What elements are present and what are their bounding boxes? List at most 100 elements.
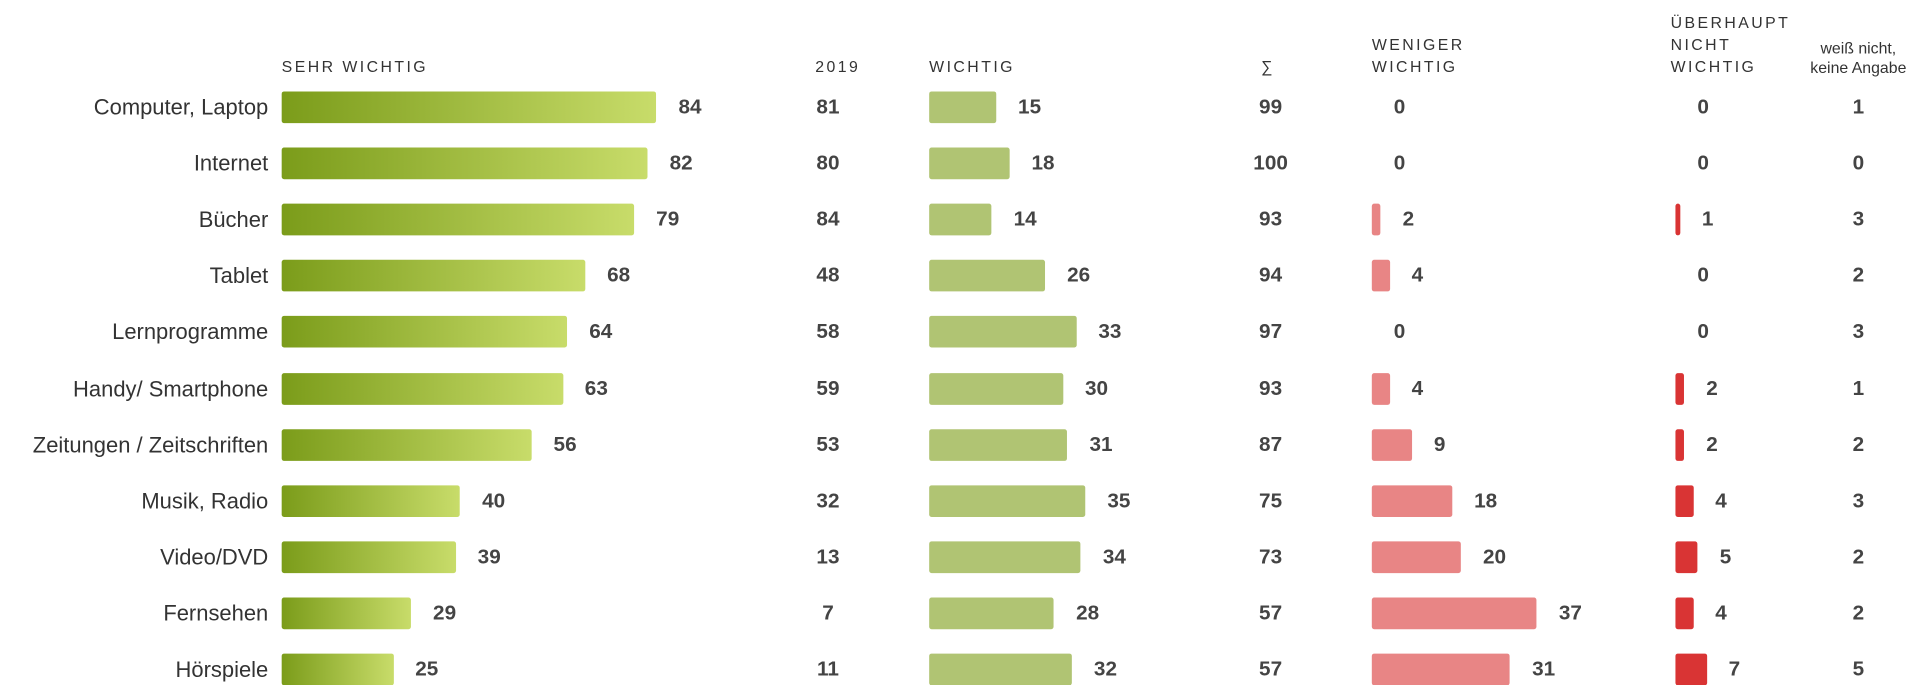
category-label: Zeitungen / Zeitschriften	[32, 432, 269, 457]
category-label: Handy/ Smartphone	[73, 376, 269, 401]
bar	[929, 260, 1046, 292]
column-header: WENIGER WICHTIG	[1371, 35, 1465, 76]
value-label: 93	[1259, 376, 1283, 400]
value-label: 0	[1393, 151, 1406, 175]
bar	[929, 597, 1055, 630]
value-label: 3	[1852, 319, 1865, 344]
bar	[929, 372, 1064, 405]
bar	[281, 316, 568, 349]
value-label: 1	[1852, 376, 1865, 400]
bar	[281, 597, 412, 630]
value-label: 63	[584, 376, 608, 400]
value-label: 2	[1852, 544, 1865, 568]
column-header: SEHR WICHTIG	[281, 57, 429, 76]
value-label: 0	[1697, 319, 1709, 344]
column-header: ∑	[1261, 57, 1276, 76]
category-label: Internet	[193, 151, 269, 176]
value-label: 3	[1852, 488, 1865, 512]
value-label: 100	[1253, 151, 1288, 175]
value-label: 84	[816, 207, 840, 231]
bar	[281, 260, 586, 292]
value-label: 32	[816, 488, 840, 512]
column-header: WICHTIG	[929, 57, 1015, 76]
value-label: 80	[816, 151, 840, 175]
value-label: 32	[1093, 657, 1117, 681]
value-label: 4	[1411, 376, 1424, 400]
value-label: 64	[589, 319, 613, 344]
value-label: 26	[1067, 263, 1091, 287]
bar	[1371, 484, 1453, 517]
bar	[281, 541, 456, 573]
category-label: Musik, Radio	[141, 488, 269, 513]
value-label: 18	[1031, 151, 1055, 175]
bar	[1675, 372, 1685, 405]
value-label: 99	[1259, 95, 1283, 119]
value-label: 11	[816, 657, 839, 681]
value-label: 29	[433, 601, 457, 625]
value-label: 53	[816, 432, 840, 456]
value-label: 59	[816, 376, 840, 400]
value-label: 57	[1259, 657, 1283, 681]
value-label: 1	[1852, 95, 1865, 119]
value-label: 97	[1259, 319, 1283, 344]
bar	[929, 91, 997, 124]
value-label: 68	[607, 263, 631, 287]
value-label: 0	[1697, 95, 1709, 119]
bar	[1371, 541, 1462, 573]
category-label: Fernsehen	[163, 601, 269, 626]
value-label: 5	[1719, 544, 1732, 568]
value-label: 3	[1852, 207, 1865, 231]
bar	[1675, 597, 1694, 630]
value-label: 2	[1852, 432, 1865, 456]
value-label: 30	[1085, 376, 1109, 400]
value-label: 20	[1483, 544, 1507, 568]
value-label: 15	[1018, 95, 1042, 119]
value-label: 4	[1411, 263, 1424, 287]
value-label: 0	[1852, 151, 1865, 175]
category-label: Computer, Laptop	[93, 95, 269, 120]
bar	[281, 203, 635, 236]
value-label: 2	[1706, 432, 1718, 456]
value-label: 31	[1089, 432, 1113, 456]
bar	[1675, 428, 1685, 461]
value-label: 33	[1098, 319, 1122, 344]
value-label: 25	[415, 657, 439, 681]
category-label: Tablet	[209, 263, 269, 289]
category-label: Video/DVD	[160, 544, 269, 570]
value-label: 48	[816, 263, 840, 287]
value-label: 31	[1532, 657, 1556, 681]
bar	[1371, 372, 1390, 405]
category-label: Bücher	[198, 207, 269, 232]
bar	[1675, 203, 1680, 236]
value-label: 0	[1697, 151, 1709, 175]
bar	[929, 203, 992, 236]
value-label: 18	[1474, 488, 1498, 512]
bar	[281, 147, 648, 180]
value-label: 79	[656, 207, 680, 231]
value-label: 7	[1728, 657, 1741, 681]
value-label: 82	[669, 151, 693, 175]
bar	[281, 653, 394, 685]
value-label: 37	[1558, 601, 1582, 625]
bar	[1371, 203, 1381, 236]
value-label: 73	[1259, 544, 1283, 568]
value-label: 0	[1393, 95, 1406, 119]
value-label: 94	[1259, 263, 1283, 287]
value-label: 28	[1076, 601, 1100, 625]
bar	[1675, 541, 1698, 573]
bar	[1371, 428, 1412, 461]
value-label: 13	[816, 544, 840, 568]
value-label: 34	[1102, 544, 1126, 568]
value-label: 35	[1107, 488, 1131, 512]
bar	[281, 91, 657, 124]
bar	[929, 428, 1068, 461]
bar	[1675, 653, 1707, 685]
category-label: Hörspiele	[175, 657, 269, 682]
bar	[1675, 484, 1694, 517]
value-label: 87	[1259, 432, 1283, 456]
value-label: 57	[1259, 601, 1283, 625]
category-label: Lernprogramme	[112, 319, 269, 345]
bar	[281, 484, 461, 517]
value-label: 7	[822, 601, 834, 625]
value-label: 14	[1013, 207, 1037, 231]
